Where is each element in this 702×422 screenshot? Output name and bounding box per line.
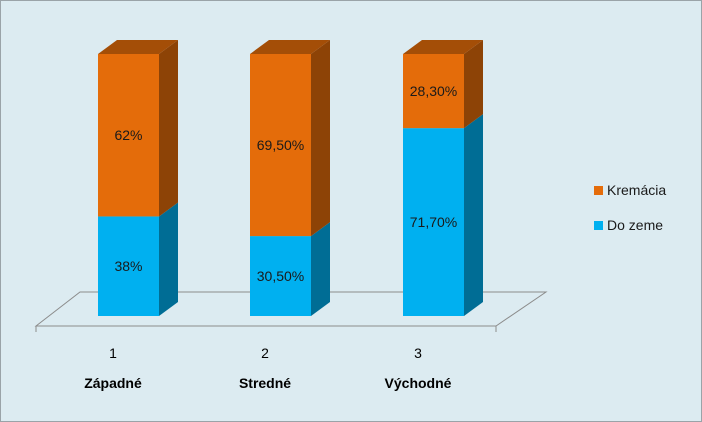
x-tick-label: 3 bbox=[414, 345, 422, 361]
data-label: 62% bbox=[114, 127, 142, 143]
bar-kremácia bbox=[98, 54, 159, 217]
bar-kremácia bbox=[403, 54, 464, 129]
data-label: 69,50% bbox=[257, 137, 304, 153]
legend-label: Do zeme bbox=[607, 217, 663, 233]
bar-top bbox=[250, 40, 330, 54]
data-label: 28,30% bbox=[410, 83, 457, 99]
bar-side bbox=[159, 202, 178, 316]
category-name: Stredné bbox=[239, 375, 291, 391]
x-tick-label: 1 bbox=[109, 345, 117, 361]
bar-do-zeme bbox=[98, 216, 159, 316]
bar-kremácia bbox=[250, 54, 311, 237]
category-name: Východné bbox=[385, 375, 452, 391]
bar-top bbox=[403, 40, 483, 54]
category-name: Západné bbox=[84, 375, 142, 391]
x-tick-label: 2 bbox=[261, 345, 269, 361]
data-label: 71,70% bbox=[410, 214, 457, 230]
bar-side bbox=[464, 40, 483, 129]
data-label: 30,50% bbox=[257, 268, 304, 284]
legend-swatch bbox=[594, 221, 603, 230]
data-label: 38% bbox=[114, 258, 142, 274]
bar-side bbox=[159, 40, 178, 217]
legend-label: Kremácia bbox=[607, 182, 666, 198]
bar-side bbox=[311, 222, 330, 316]
bar-do-zeme bbox=[403, 128, 464, 316]
bar-side bbox=[464, 114, 483, 317]
legend-swatch bbox=[594, 186, 603, 195]
bar-top bbox=[98, 40, 178, 54]
bar-side bbox=[311, 40, 330, 237]
bar-do-zeme bbox=[250, 236, 311, 316]
